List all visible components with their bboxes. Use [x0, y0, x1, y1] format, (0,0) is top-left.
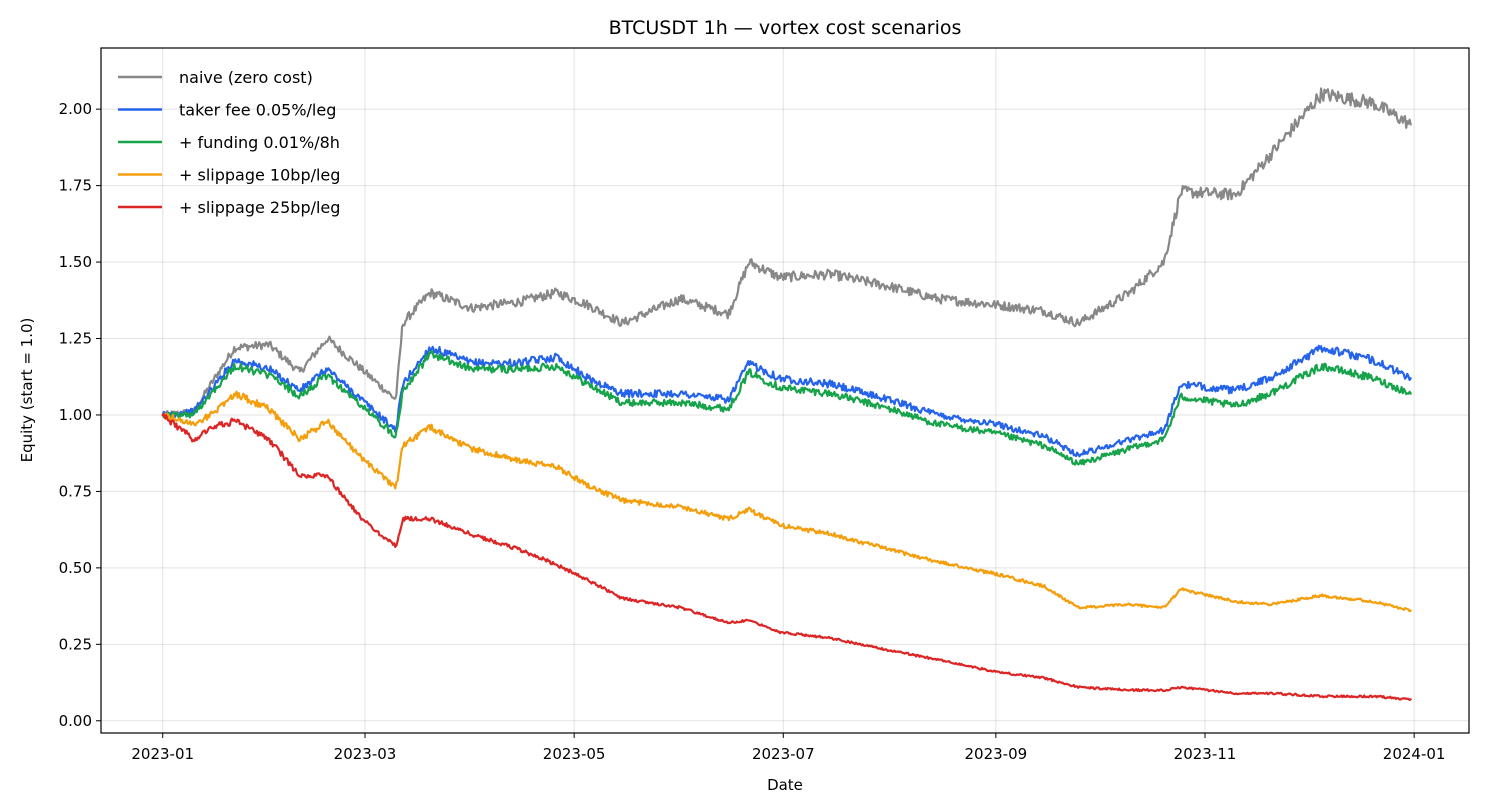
- y-axis-title: Equity (start = 1.0): [18, 318, 36, 463]
- x-tick-label: 2023-09: [965, 745, 1028, 763]
- y-tick-label: 0.25: [59, 635, 92, 653]
- legend-label: + slippage 25bp/leg: [179, 198, 340, 217]
- legend-label: naive (zero cost): [179, 68, 313, 87]
- y-tick-label: 0.50: [59, 559, 92, 577]
- x-tick-label: 2023-01: [131, 745, 194, 763]
- legend-label: + slippage 10bp/leg: [179, 166, 340, 185]
- x-axis-ticks: 2023-01 2023-03 2023-05 2023-07 2023-09 2023-…: [131, 733, 1445, 763]
- legend-label: + funding 0.01%/8h: [179, 133, 340, 152]
- x-axis-title: Date: [767, 776, 803, 794]
- series-line-5: [161, 413, 1412, 701]
- y-tick-label: 0.00: [59, 712, 92, 730]
- legend: naive (zero cost) taker fee 0.05%/leg + fu…: [118, 68, 340, 217]
- series-line-3: [161, 350, 1412, 466]
- y-tick-label: 0.75: [59, 482, 92, 500]
- series-layer: [161, 87, 1412, 701]
- y-axis-ticks: 0.00 0.25 0.50 0.75 1.00 1.25 1.50 1.75 2.00: [59, 100, 101, 730]
- x-tick-label: 2023-07: [752, 745, 815, 763]
- series-line-2: [161, 344, 1412, 458]
- legend-label: taker fee 0.05%/leg: [179, 101, 336, 120]
- y-tick-label: 2.00: [59, 100, 92, 118]
- series-line-4: [161, 390, 1412, 613]
- y-tick-label: 1.50: [59, 253, 92, 271]
- y-tick-label: 1.00: [59, 406, 92, 424]
- y-tick-label: 1.75: [59, 177, 92, 195]
- series-line-1: [161, 87, 1412, 418]
- x-tick-label: 2023-03: [334, 745, 397, 763]
- x-tick-label: 2024-01: [1383, 745, 1446, 763]
- y-tick-label: 1.25: [59, 330, 92, 348]
- chart-title: BTCUSDT 1h — vortex cost scenarios: [609, 17, 962, 39]
- x-tick-label: 2023-05: [543, 745, 606, 763]
- plot-frame: [100, 47, 1470, 734]
- x-tick-label: 2023-11: [1174, 745, 1237, 763]
